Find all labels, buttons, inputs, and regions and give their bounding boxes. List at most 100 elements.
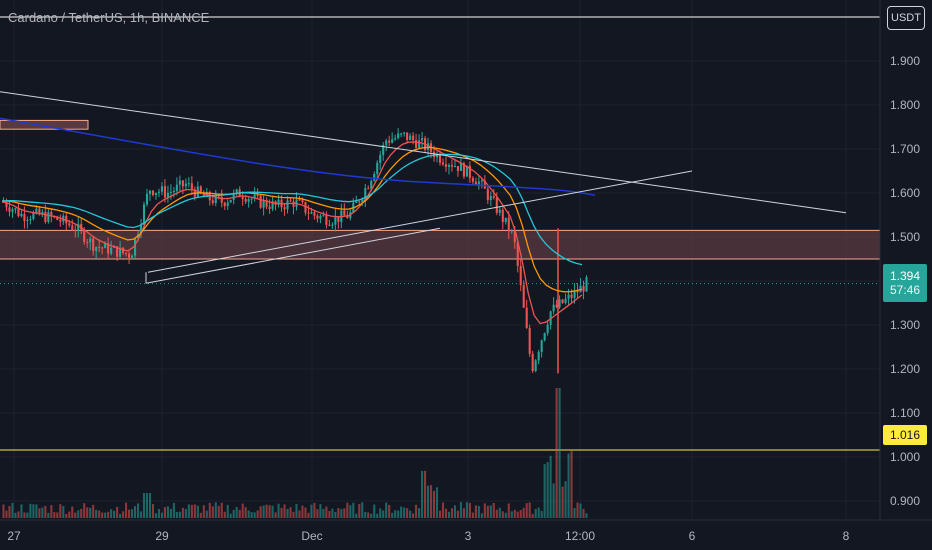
candle-body <box>83 229 86 243</box>
candle-body <box>74 229 77 231</box>
candle-body <box>465 165 468 177</box>
candle-body <box>486 188 489 201</box>
candle-body <box>301 200 304 203</box>
candle-body <box>453 166 457 168</box>
volume-bar <box>262 505 265 518</box>
candle-body <box>504 217 507 222</box>
volume-bar <box>537 507 540 518</box>
volume-bar <box>346 502 349 518</box>
volume-bar <box>160 512 164 518</box>
candle-body <box>364 188 367 200</box>
volume-bar <box>504 512 507 518</box>
volume-bar <box>471 512 474 518</box>
candle-body <box>131 255 134 258</box>
volume-bar <box>319 504 322 518</box>
candle-body <box>133 238 137 256</box>
candle-body <box>585 277 588 292</box>
volume-bar <box>489 505 492 518</box>
volume-bar <box>429 485 433 518</box>
volume-bar <box>202 505 205 518</box>
volume-bar <box>310 504 313 518</box>
candle-body <box>543 333 546 341</box>
candle-body <box>50 211 53 217</box>
volume-bar <box>187 504 190 518</box>
volume-bar <box>65 513 68 518</box>
volume-bar <box>340 509 343 518</box>
chart-title: Cardano / TetherUS, 1h, BINANCE <box>8 10 210 25</box>
candle-body <box>334 216 337 225</box>
volume-bar <box>41 507 44 518</box>
candle-body <box>444 164 448 167</box>
volume-bar <box>424 470 427 518</box>
volume-bar <box>561 486 564 518</box>
candle-body <box>316 215 319 219</box>
volume-bar <box>95 509 98 518</box>
trendline-1 <box>0 91 847 214</box>
volume-bar <box>415 504 418 518</box>
candle-body <box>480 180 483 182</box>
candle-body <box>23 213 26 221</box>
volume-bar <box>35 504 38 518</box>
candle-body <box>501 209 504 222</box>
volume-bar <box>190 504 193 518</box>
volume-bar <box>14 512 17 518</box>
candle-body <box>513 230 516 243</box>
candle-body <box>534 360 537 371</box>
candle-body <box>495 197 498 213</box>
candle-body <box>256 194 259 196</box>
currency-button[interactable]: USDT <box>887 6 925 30</box>
volume-bar <box>56 512 59 518</box>
volume-bar <box>432 490 436 518</box>
volume-bar <box>128 509 131 518</box>
volume-bar <box>166 506 169 518</box>
candle-body <box>391 139 394 143</box>
candle-body <box>322 215 325 217</box>
volume-bar <box>564 481 567 518</box>
volume-bar <box>23 512 26 518</box>
volume-bar <box>376 513 379 518</box>
volume-bar <box>32 504 35 518</box>
volume-bar <box>355 513 358 518</box>
candle-body <box>44 211 47 222</box>
candle-body <box>265 200 268 207</box>
candle-body <box>86 242 89 244</box>
candle-body <box>211 200 214 204</box>
candle-body <box>346 215 349 219</box>
candle-body <box>459 163 462 171</box>
volume-bar <box>495 509 498 518</box>
time-axis-tick: 12:00 <box>565 529 595 543</box>
candle-body <box>119 247 122 257</box>
volume-bar <box>214 502 217 518</box>
volume-bar <box>418 508 421 518</box>
volume-bar <box>241 503 244 518</box>
candle-body <box>531 353 534 371</box>
volume-bar <box>193 504 196 518</box>
candle-body <box>555 304 558 308</box>
volume-bar <box>178 511 181 518</box>
volume-bar <box>379 508 382 518</box>
volume-bar <box>331 508 334 518</box>
volume-bar <box>492 503 495 518</box>
candle-body <box>435 153 439 158</box>
volume-bar <box>370 513 373 518</box>
candle-body <box>564 298 567 303</box>
volume-bar <box>385 502 388 518</box>
volume-bar <box>394 510 397 518</box>
candle-body <box>226 202 229 207</box>
volume-bar <box>540 511 543 518</box>
candle-body <box>116 246 119 257</box>
candle-body <box>528 327 531 354</box>
candle-body <box>128 253 131 258</box>
volume-bar <box>459 502 462 518</box>
candle-body <box>361 199 364 203</box>
volume-bar <box>558 388 561 518</box>
volume-bar <box>367 512 370 518</box>
volume-bar <box>513 509 516 518</box>
volume-bar <box>465 502 468 518</box>
volume-bar <box>295 503 298 518</box>
volume-bar <box>343 508 346 518</box>
time-axis-tick: 27 <box>7 529 21 543</box>
candle-body <box>379 154 382 163</box>
